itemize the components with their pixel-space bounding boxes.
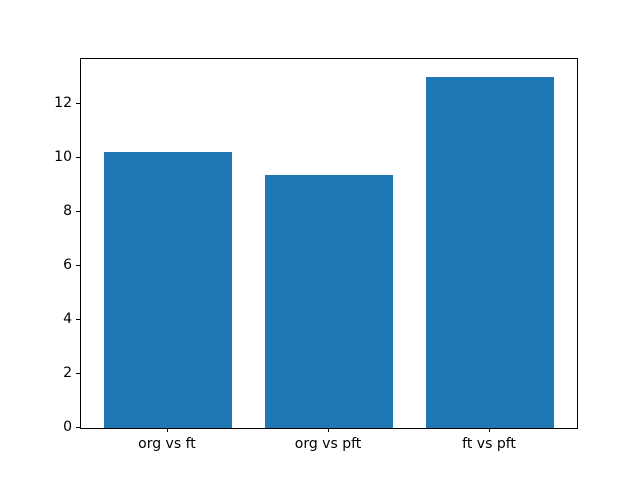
y-tick-label: 6	[63, 256, 72, 273]
x-tick-mark	[489, 428, 491, 432]
y-tick-mark	[76, 156, 80, 158]
x-tick-mark	[328, 428, 329, 432]
x-tick-label: ft vs pft	[462, 436, 516, 452]
y-tick-mark	[76, 427, 80, 428]
y-tick-label: 12	[54, 94, 72, 111]
y-tick-mark	[76, 372, 80, 374]
y-tick-label: 10	[54, 148, 72, 165]
x-tick-label: org vs ft	[138, 436, 196, 452]
y-tick-label: 0	[63, 419, 72, 435]
y-tick-label: 2	[63, 364, 72, 381]
y-tick-mark	[76, 264, 80, 266]
y-tick-mark	[76, 210, 80, 212]
bar-org-vs-ft	[103, 152, 233, 428]
y-tick-label: 8	[63, 202, 72, 219]
plot-area	[80, 58, 578, 429]
x-tick-label: org vs pft	[294, 436, 362, 452]
x-tick-mark	[166, 428, 168, 432]
bar-org-vs-pft	[264, 175, 394, 428]
y-tick-mark	[76, 318, 80, 320]
y-tick-label: 4	[63, 310, 72, 327]
y-tick-mark	[76, 102, 80, 104]
bar-ft-vs-pft	[425, 76, 555, 428]
